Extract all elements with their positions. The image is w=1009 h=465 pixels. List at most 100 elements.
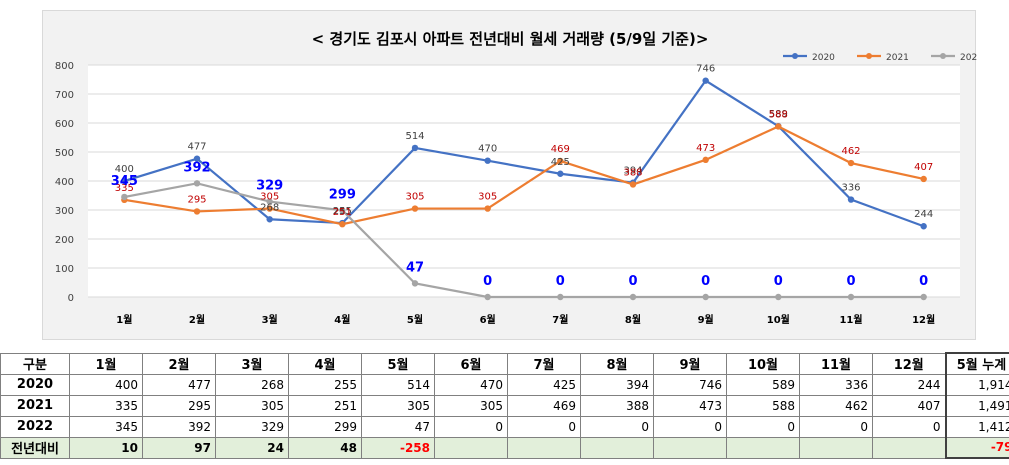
header-month: 2월 [142, 352, 216, 375]
legend-label: 2022 [960, 53, 977, 63]
data-point-2022 [339, 207, 346, 214]
header-month: 10월 [726, 352, 800, 375]
table-cell: 97 [142, 436, 216, 459]
data-point-2022 [775, 293, 782, 301]
y-tick-label: 700 [55, 90, 74, 101]
table-cell: 0 [872, 415, 946, 438]
legend-label: 2021 [886, 53, 909, 63]
data-label-2022: 0 [846, 274, 855, 289]
header-month: 11월 [799, 352, 873, 375]
data-point-2020 [702, 77, 709, 84]
header-month: 1월 [69, 352, 143, 375]
chart-area: < 경기도 김포시 아파트 전년대비 월세 거래량 (5/9일 기준)> 0 100… [42, 10, 977, 340]
data-point-2020 [920, 223, 927, 230]
cumulative-cell: 1,412 [944, 415, 1009, 438]
table-cell [799, 436, 873, 459]
table-cell: 425 [507, 373, 581, 396]
data-label-2021: 305 [478, 192, 497, 203]
table-cell: 329 [215, 415, 289, 438]
x-tick-label: 1월 [116, 314, 132, 326]
x-tick-label: 10월 [767, 314, 790, 326]
chart-title: < 경기도 김포시 아파트 전년대비 월세 거래량 (5/9일 기준)> [312, 30, 709, 48]
x-tick-label: 3월 [262, 314, 278, 326]
data-point-2020 [193, 155, 201, 162]
table-cell: 473 [653, 394, 727, 417]
table-row: 2021 335 295 305 251 305 305 469 388 473 588 462 407… [0, 394, 1009, 417]
y-tick-label: 300 [55, 206, 74, 217]
data-label-2022: 47 [406, 260, 424, 275]
header-month: 8월 [580, 352, 654, 375]
y-tick-label: 0 [68, 293, 74, 304]
table-cell: -258 [361, 436, 435, 459]
data-label-2020: 400 [115, 164, 134, 175]
x-tick-label: 2월 [189, 314, 205, 326]
row-label: 2021 [0, 394, 70, 417]
data-label-2020: 470 [478, 144, 497, 155]
x-tick-label: 8월 [625, 314, 641, 326]
cumulative-cell: 1,914 [944, 373, 1009, 396]
data-point-2021 [193, 208, 201, 215]
x-tick-label: 9월 [698, 314, 714, 326]
legend-marker-2020 [792, 53, 798, 59]
table-cell: 24 [215, 436, 289, 459]
data-label-2020: 589 [769, 109, 788, 120]
y-tick-label: 600 [55, 119, 74, 130]
data-point-2022 [484, 293, 491, 301]
table-cell: 0 [434, 415, 508, 438]
data-point-2022 [266, 198, 273, 205]
header-month: 3월 [215, 352, 289, 375]
table-cell: 0 [580, 415, 654, 438]
data-point-2020 [484, 157, 491, 164]
row-label: 2022 [0, 415, 70, 438]
cumulative-cell: -79 [944, 436, 1009, 459]
row-label: 전년대비 [0, 436, 70, 459]
data-label-2022: 0 [483, 274, 492, 289]
data-label-2020: 477 [187, 142, 206, 153]
data-label-2021: 251 [333, 207, 352, 218]
series-line-2022 [124, 182, 924, 299]
line-chart: < 경기도 김포시 아파트 전년대비 월세 거래량 (5/9일 기준)> 0 100… [55, 30, 977, 326]
data-label-2022: 329 [256, 179, 283, 194]
table-cell: 514 [361, 373, 435, 396]
table-cell: 345 [69, 415, 143, 438]
data-point-2021 [266, 205, 273, 212]
data-label-2021: 407 [914, 162, 933, 173]
table-cell: 305 [434, 394, 508, 417]
table-cell: 589 [726, 373, 800, 396]
table-row: 2022 345 392 329 299 47 0 0 0 0 0 0 0 1,412 [0, 415, 1009, 438]
data-point-2022 [557, 293, 564, 301]
table-cell: 388 [580, 394, 654, 417]
table-cell: 335 [69, 394, 143, 417]
header-month: 5월 [361, 352, 435, 375]
header-label: 구분 [0, 352, 70, 375]
y-tick-label: 500 [55, 148, 74, 159]
data-point-2020 [847, 196, 855, 203]
table-cell: 0 [726, 415, 800, 438]
table-cell: 10 [69, 436, 143, 459]
x-tick-label: 5월 [407, 314, 423, 326]
table-cell: 48 [288, 436, 362, 459]
header-cumulative: 5월 누계 [944, 352, 1009, 375]
table-cell: 477 [142, 373, 216, 396]
data-label-2020: 268 [260, 202, 279, 213]
data-point-2021 [920, 175, 927, 183]
table-cell [507, 436, 581, 459]
data-label-2020: 425 [551, 157, 570, 168]
data-point-2020 [121, 177, 128, 185]
table-cell: 0 [799, 415, 873, 438]
data-point-2022 [702, 293, 709, 301]
table-cell: 394 [580, 373, 654, 396]
x-tick-label: 12월 [912, 314, 935, 326]
data-point-2022 [629, 293, 637, 301]
data-label-2022: 299 [329, 187, 356, 202]
table-row: 2020 400 477 268 255 514 470 425 394 746 589 336 244… [0, 373, 1009, 396]
series-line-2021 [124, 125, 924, 226]
table-cell: 305 [215, 394, 289, 417]
data-label-2022: 0 [774, 274, 783, 289]
data-label-2022: 345 [111, 174, 138, 189]
data-label-2020: 514 [405, 131, 424, 142]
data-point-2022 [121, 193, 128, 201]
y-tick-label: 200 [55, 235, 74, 246]
table-cell: 305 [361, 394, 435, 417]
data-label-2021: 588 [769, 109, 788, 120]
